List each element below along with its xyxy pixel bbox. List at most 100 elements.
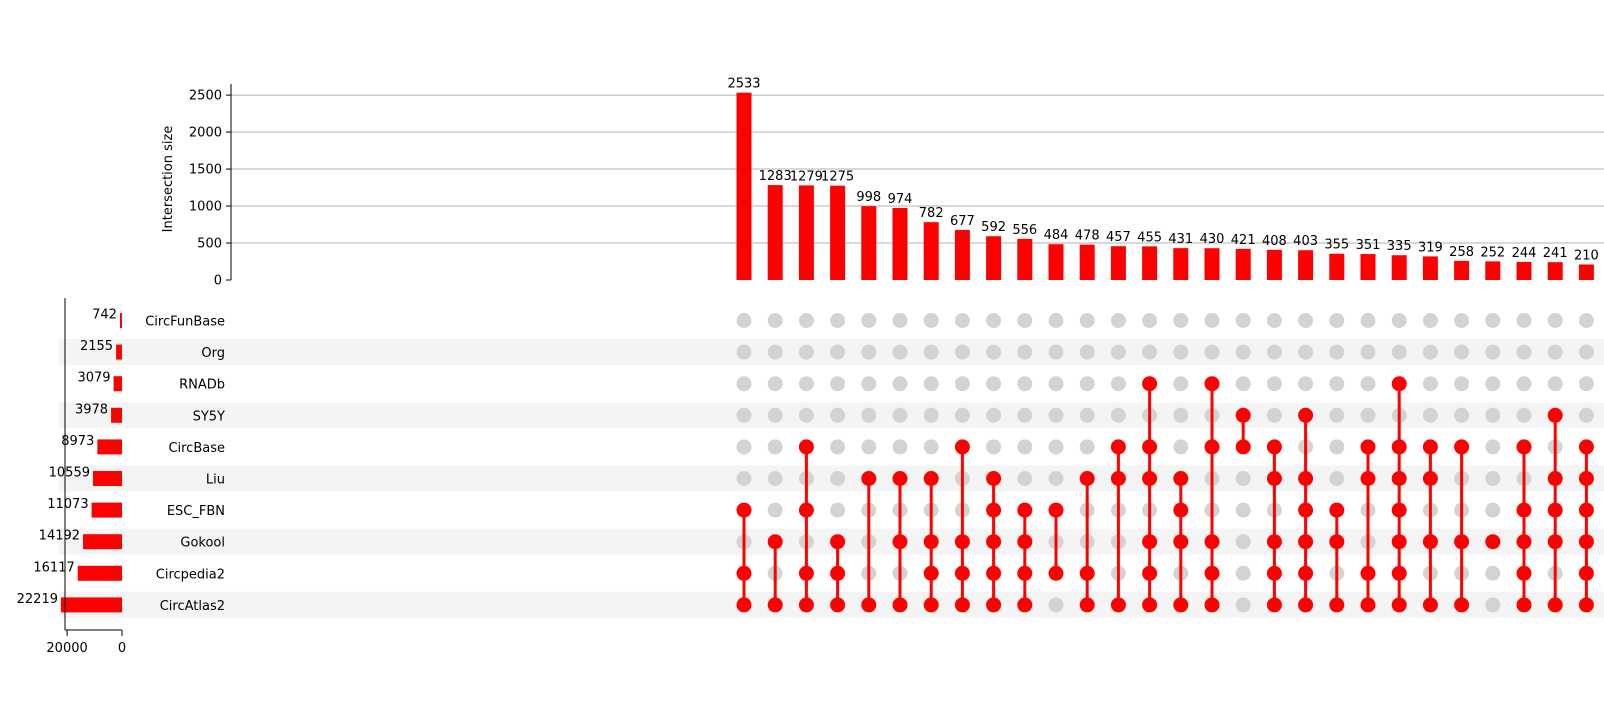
active-dot: [1516, 534, 1532, 550]
intersection-bar: [736, 92, 752, 280]
intersection-value-label: 974: [888, 192, 913, 207]
intersection-bar: [1578, 264, 1594, 280]
inactive-dot: [1235, 376, 1251, 392]
active-dot: [1298, 534, 1314, 550]
intersection-bar: [1485, 261, 1501, 280]
intersection-bar: [1547, 262, 1563, 280]
inactive-dot: [736, 471, 752, 486]
y-tick-label: 2000: [189, 126, 222, 141]
inactive-dot: [830, 439, 846, 455]
inactive-dot: [830, 502, 846, 518]
inactive-dot: [1266, 376, 1282, 392]
inactive-dot: [1329, 439, 1345, 455]
inactive-dot: [1079, 376, 1095, 392]
active-dot: [1516, 565, 1532, 581]
set-size-bar: [83, 534, 122, 550]
active-dot: [1204, 376, 1220, 392]
inactive-dot: [923, 407, 939, 423]
active-dot: [1298, 597, 1314, 613]
active-dot: [798, 502, 814, 518]
active-dot: [1547, 534, 1563, 550]
active-dot: [1142, 439, 1158, 455]
intersection-bar: [1516, 261, 1532, 280]
inactive-dot: [1485, 376, 1501, 392]
active-dot: [1017, 534, 1033, 550]
inactive-dot: [736, 407, 752, 423]
intersection-bar: [1329, 253, 1345, 280]
inactive-dot: [830, 344, 846, 360]
inactive-dot: [1298, 313, 1314, 328]
inactive-dot: [1516, 344, 1532, 360]
intersection-bar: [1173, 248, 1189, 280]
active-dot: [1173, 502, 1189, 518]
active-dot: [1298, 502, 1314, 518]
active-dot: [830, 534, 846, 550]
intersection-bar: [986, 236, 1002, 280]
y-tick-label: 2500: [189, 89, 222, 104]
inactive-dot: [1048, 407, 1064, 423]
active-dot: [1204, 439, 1220, 455]
inactive-dot: [1516, 376, 1532, 392]
active-dot: [1266, 439, 1282, 455]
inactive-dot: [1235, 565, 1251, 581]
active-dot: [1516, 597, 1532, 613]
intersection-value-label: 421: [1231, 233, 1256, 248]
active-dot: [1079, 565, 1095, 581]
active-dot: [1391, 439, 1407, 455]
inactive-dot: [892, 313, 908, 328]
intersection-bar: [1017, 238, 1033, 280]
inactive-dot: [1235, 597, 1251, 613]
active-dot: [1017, 502, 1033, 518]
active-dot: [798, 439, 814, 455]
active-dot: [861, 597, 877, 613]
intersection-value-label: 244: [1512, 246, 1537, 261]
inactive-dot: [767, 313, 783, 328]
inactive-dot: [1110, 407, 1126, 423]
inactive-dot: [954, 313, 970, 328]
intersection-value-label: 484: [1044, 228, 1069, 243]
active-dot: [986, 502, 1002, 518]
inactive-dot: [892, 439, 908, 455]
inactive-dot: [1360, 407, 1376, 423]
set-name-CircFunBase: CircFunBase: [145, 315, 225, 330]
set-size-bar: [119, 313, 122, 328]
set-size-label: 2155: [80, 339, 113, 354]
inactive-dot: [1329, 313, 1345, 328]
intersection-bar: [1079, 244, 1095, 280]
inactive-dot: [923, 439, 939, 455]
inactive-dot: [1485, 407, 1501, 423]
active-dot: [986, 597, 1002, 613]
active-dot: [1578, 597, 1594, 613]
inactive-dot: [1235, 313, 1251, 328]
inactive-dot: [1329, 344, 1345, 360]
active-dot: [1173, 597, 1189, 613]
intersection-bars: [736, 92, 1594, 280]
inactive-dot: [861, 344, 877, 360]
set-name-Circpedia2: Circpedia2: [156, 567, 225, 582]
active-dot: [1360, 439, 1376, 455]
inactive-dot: [1422, 407, 1438, 423]
inactive-dot: [1578, 407, 1594, 423]
active-dot: [1235, 407, 1251, 423]
inactive-dot: [1578, 313, 1594, 328]
inactive-dot: [767, 439, 783, 455]
inactive-dot: [954, 344, 970, 360]
inactive-dot: [798, 344, 814, 360]
active-dot: [892, 597, 908, 613]
inactive-dot: [1017, 344, 1033, 360]
inactive-dot: [986, 344, 1002, 360]
active-dot: [1454, 439, 1470, 455]
inactive-dot: [1578, 376, 1594, 392]
set-size-label: 10559: [49, 466, 90, 481]
inactive-dot: [1547, 344, 1563, 360]
active-dot: [1142, 565, 1158, 581]
inactive-dot: [986, 439, 1002, 455]
intersection-value-label: 478: [1075, 229, 1100, 244]
set-size-bar: [91, 502, 122, 518]
set-name-SY5Y: SY5Y: [193, 409, 225, 424]
intersection-bar: [1142, 246, 1158, 280]
inactive-dot: [767, 471, 783, 486]
intersection-value-label: 319: [1418, 240, 1443, 255]
active-dot: [830, 565, 846, 581]
inactive-dot: [1079, 439, 1095, 455]
